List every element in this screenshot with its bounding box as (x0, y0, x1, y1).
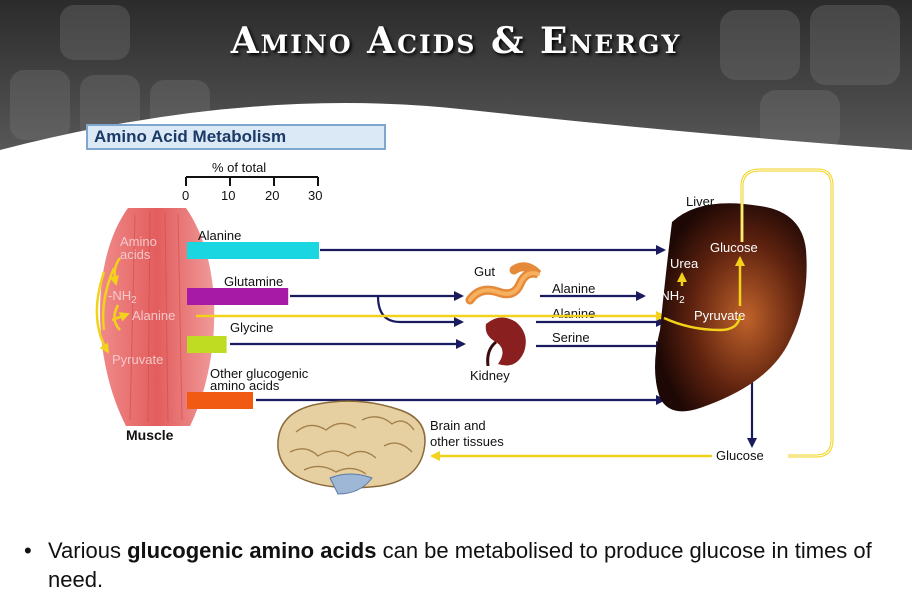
bar-alanine (187, 242, 319, 259)
slide-title: Amino Acids & Energy (230, 20, 682, 62)
bullet-point: • Various glucogenic amino acids can be … (24, 536, 884, 594)
bullet-text-bold: glucogenic amino acids (127, 538, 377, 563)
bullet-text-pre: Various (48, 538, 128, 563)
brain-label-2: other tissues (430, 434, 504, 449)
scale-tick-0: 0 (182, 188, 189, 203)
kidney-illustration (485, 317, 526, 367)
liver-yellow-arrows (663, 256, 745, 332)
kidney-serine-label: Serine (552, 330, 590, 345)
scale-label: % of total (212, 160, 266, 175)
kidney-alanine-label: Alanine (552, 306, 595, 321)
muscle-nh2-label: -NH2 (108, 288, 137, 306)
scale-tick-30: 30 (308, 188, 322, 203)
muscle-amino-label-2: acids (120, 247, 151, 262)
scale-axis (185, 176, 319, 186)
figure-title: Amino Acid Metabolism (86, 124, 386, 150)
liver-label: Liver (686, 194, 715, 209)
bar-glycine (187, 336, 227, 353)
kidney-label: Kidney (470, 368, 510, 383)
navy-arrows (230, 245, 757, 448)
glucose-loop-inner (741, 169, 833, 457)
glucose-out-label: Glucose (716, 448, 764, 463)
brain-illustration (277, 400, 426, 495)
scale-tick-10: 10 (221, 188, 235, 203)
liver-glucose-label: Glucose (710, 240, 758, 255)
bullet-text: Various glucogenic amino acids can be me… (48, 536, 884, 594)
muscle-label: Muscle (126, 427, 174, 443)
label-alanine: Alanine (198, 228, 241, 243)
bullet-symbol: • (24, 538, 32, 563)
label-glycine: Glycine (230, 320, 273, 335)
muscle-yellow-arrows (95, 257, 130, 354)
gut-alanine-label: Alanine (552, 281, 595, 296)
bar-glutamine (187, 288, 289, 305)
liver-nh2-label: -NH2 (656, 288, 685, 306)
liver-illustration (655, 203, 807, 412)
muscle-illustration (100, 208, 215, 426)
brain-label-1: Brain and (430, 418, 486, 433)
gut-illustration (465, 262, 542, 305)
muscle-pyruvate-label: Pyruvate (112, 352, 163, 367)
muscle-alanine-label: Alanine (132, 308, 175, 323)
label-glutamine: Glutamine (224, 274, 283, 289)
muscle-amino-label-1: Amino (120, 234, 157, 249)
bullet-text-post: can be metabolised to produce glucose in… (48, 538, 872, 592)
label-other-glucogenic-2: amino acids (210, 378, 280, 393)
gut-label: Gut (474, 264, 495, 279)
liver-pyruvate-label: Pyruvate (694, 308, 745, 323)
scale-tick-20: 20 (265, 188, 279, 203)
label-other-glucogenic-1: Other glucogenic (210, 366, 309, 381)
bar-other-glucogenic (187, 392, 253, 409)
liver-urea-label: Urea (670, 256, 699, 271)
